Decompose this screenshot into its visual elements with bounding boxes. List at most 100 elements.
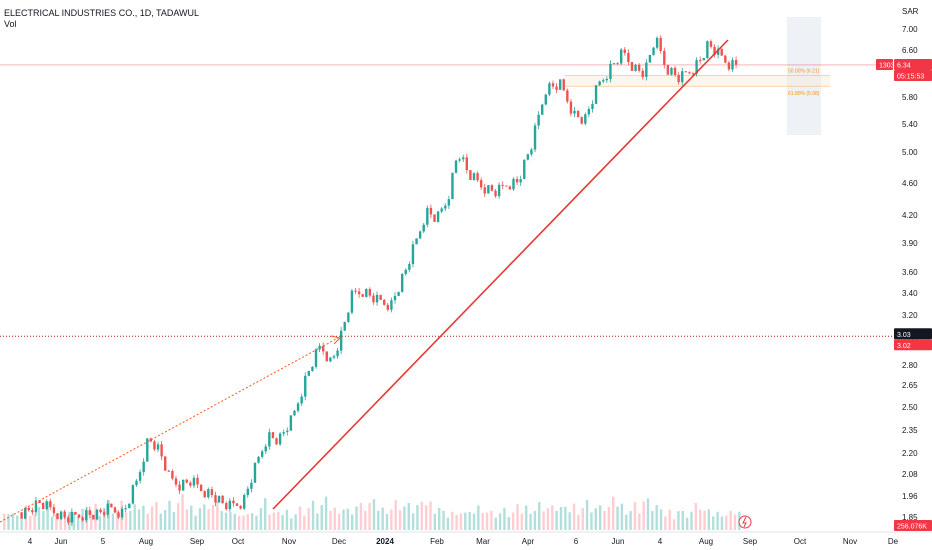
volume-bar	[642, 501, 645, 530]
volume-bar	[316, 513, 319, 530]
candle-body	[440, 208, 443, 212]
level-a-tag: 3.03	[897, 332, 911, 339]
volume-bar	[285, 509, 289, 530]
candle-body	[383, 299, 386, 305]
x-tick-label: 5	[101, 537, 106, 546]
candle-body	[433, 214, 436, 222]
volume-bar	[233, 513, 236, 530]
volume-bar	[142, 505, 145, 530]
candle-body	[375, 294, 379, 303]
candle-body	[648, 54, 652, 63]
fib-label: 50.00% (6.21)	[788, 68, 820, 74]
x-tick-label: Sep	[190, 537, 205, 546]
volume-bar	[307, 508, 310, 530]
volume-bar	[677, 511, 680, 530]
volume-bar	[629, 511, 632, 530]
x-tick-label: Aug	[139, 537, 153, 546]
candle-body	[164, 456, 167, 471]
candle-body	[92, 514, 95, 520]
volume-bar	[407, 503, 410, 530]
candle-body	[329, 357, 332, 362]
candle-body	[404, 269, 407, 274]
candle-body	[487, 185, 490, 194]
candle-body	[709, 41, 713, 47]
candle-body	[451, 172, 454, 200]
volume-bar	[185, 509, 189, 530]
candle-body	[602, 80, 605, 82]
candle-body	[454, 160, 458, 173]
candle-body	[70, 511, 74, 523]
volume-bar	[33, 514, 36, 530]
volume-bar	[137, 509, 141, 530]
volume-bar	[311, 500, 315, 530]
candle-body	[530, 149, 533, 155]
candle-body	[512, 178, 515, 190]
candle-body	[41, 503, 45, 510]
candle-body	[458, 159, 461, 161]
volume-bar	[520, 513, 524, 530]
candle-body	[523, 159, 526, 180]
volume-bar	[411, 513, 415, 530]
candle-body	[702, 57, 705, 61]
candle-body	[278, 433, 282, 445]
volume-bar	[94, 503, 97, 530]
candle-body	[641, 70, 644, 77]
volume-bar	[424, 505, 428, 530]
candle-body	[321, 345, 325, 352]
candle-body	[677, 74, 680, 83]
candle-body	[479, 180, 483, 188]
candle-body	[239, 505, 242, 509]
volume-bar	[290, 518, 293, 530]
candle-body	[372, 295, 375, 303]
volume-bar	[472, 513, 476, 530]
candle-body	[235, 503, 239, 506]
volume-bar	[420, 501, 423, 530]
candle-body	[659, 37, 662, 51]
candle-body	[716, 48, 720, 55]
volume-bar	[76, 515, 80, 530]
candle-body	[483, 187, 486, 194]
candle-body	[684, 71, 688, 73]
volume-bar	[303, 515, 306, 530]
x-tick-label: 6	[574, 537, 579, 546]
candle-body	[167, 470, 171, 472]
volume-bar	[507, 517, 510, 530]
candle-body	[361, 294, 364, 297]
candle-body	[645, 62, 648, 77]
volume-bar	[242, 515, 245, 530]
volume-bar	[59, 513, 62, 530]
candle-body	[307, 370, 311, 376]
volume-bar	[264, 498, 267, 530]
candle-body	[569, 101, 573, 114]
volume-bar	[359, 503, 363, 530]
level-a-tag-bg	[894, 328, 932, 340]
candle-body	[196, 477, 199, 485]
volume-bar	[529, 513, 532, 530]
candle-body	[85, 510, 88, 521]
x-tick-label: Sep	[743, 537, 758, 546]
candle-body	[59, 511, 63, 520]
candle-body	[171, 470, 174, 479]
candle-body	[555, 86, 558, 90]
candle-body	[724, 55, 727, 63]
candle-body	[181, 479, 185, 491]
candle-body	[347, 312, 350, 322]
volume-bar	[703, 510, 706, 530]
candle-body	[411, 244, 415, 265]
volume-bar	[11, 513, 15, 530]
candle-body	[185, 479, 188, 483]
candle-body	[533, 125, 537, 150]
candle-body	[311, 366, 314, 371]
candle-body	[386, 304, 390, 310]
volume-bar	[590, 512, 593, 530]
trendline	[272, 39, 729, 510]
candle-body	[174, 478, 178, 485]
volume-bar	[712, 516, 715, 530]
candle-body	[619, 49, 623, 64]
fib-zone	[565, 75, 830, 87]
candle-body	[189, 482, 192, 486]
y-tick-label: 2.50	[902, 403, 918, 412]
volume-bar	[50, 516, 54, 530]
candle-body	[246, 488, 249, 496]
